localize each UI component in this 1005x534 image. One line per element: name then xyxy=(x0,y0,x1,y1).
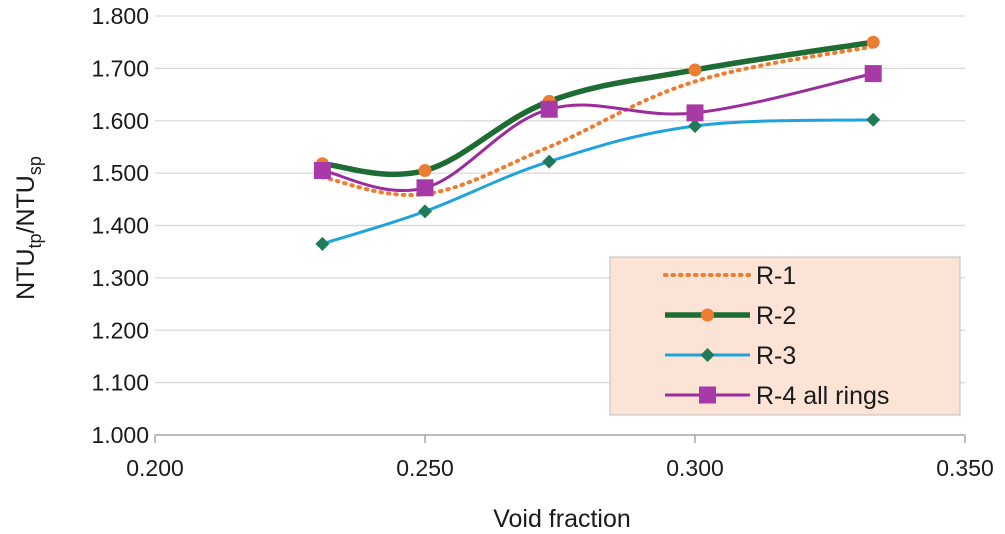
y-axis-title: NTUtp/NTUsp xyxy=(12,156,45,300)
series-group xyxy=(313,35,882,251)
y-tick-label: 1.300 xyxy=(91,265,149,291)
legend-label-r-4-all-rings: R-4 all rings xyxy=(756,382,889,410)
tick-labels: 1.000 1.100 1.200 1.300 1.400 1.500 1.600 1.700… xyxy=(91,3,993,481)
legend-box xyxy=(609,256,961,416)
y-tick-label: 1.000 xyxy=(91,422,149,448)
legend-label-r-1: R-1 xyxy=(756,262,796,290)
legend-marker-r-3 xyxy=(700,348,715,362)
x-tick-label: 0.200 xyxy=(126,455,184,481)
data-point-r-2 xyxy=(866,35,880,49)
series-line-r-3 xyxy=(321,118,874,246)
data-point-r-4-all-rings xyxy=(313,162,331,180)
data-point-r-3 xyxy=(866,112,881,127)
axes xyxy=(154,434,966,443)
x-tick-label: 0.350 xyxy=(936,455,994,481)
data-point-r-3 xyxy=(315,236,330,251)
y-tick-label: 1.800 xyxy=(91,3,149,29)
data-point-r-4-all-rings xyxy=(416,179,434,197)
legend-label-r-2: R-2 xyxy=(756,302,796,330)
data-point-r-4-all-rings xyxy=(864,65,882,83)
y-tick-label: 1.400 xyxy=(91,213,149,239)
x-tick-label: 0.300 xyxy=(666,455,724,481)
series-line-r-1 xyxy=(320,44,876,197)
data-point-r-3 xyxy=(418,204,432,219)
x-tick-label: 0.250 xyxy=(396,455,454,481)
x-axis-title: Void fraction xyxy=(493,505,631,533)
legend-label-r-3: R-3 xyxy=(756,342,796,370)
gridlines xyxy=(155,15,965,384)
data-point-r-4-all-rings xyxy=(686,104,704,122)
data-point-r-3 xyxy=(542,154,557,169)
y-tick-label: 1.200 xyxy=(91,317,149,343)
legend-marker-r-4-all-rings xyxy=(699,386,716,404)
data-point-r-2 xyxy=(418,164,432,178)
y-tick-label: 1.700 xyxy=(91,55,149,81)
legend: R-1 R-2 R-3 R-4 all rings xyxy=(609,256,961,416)
data-point-r-4-all-rings xyxy=(540,100,558,118)
legend-marker-r-2 xyxy=(701,308,714,322)
y-tick-label: 1.500 xyxy=(91,160,149,186)
y-tick-label: 1.600 xyxy=(91,108,149,134)
data-point-r-3 xyxy=(688,118,702,133)
y-tick-label: 1.100 xyxy=(91,370,149,396)
data-point-r-2 xyxy=(688,63,702,77)
